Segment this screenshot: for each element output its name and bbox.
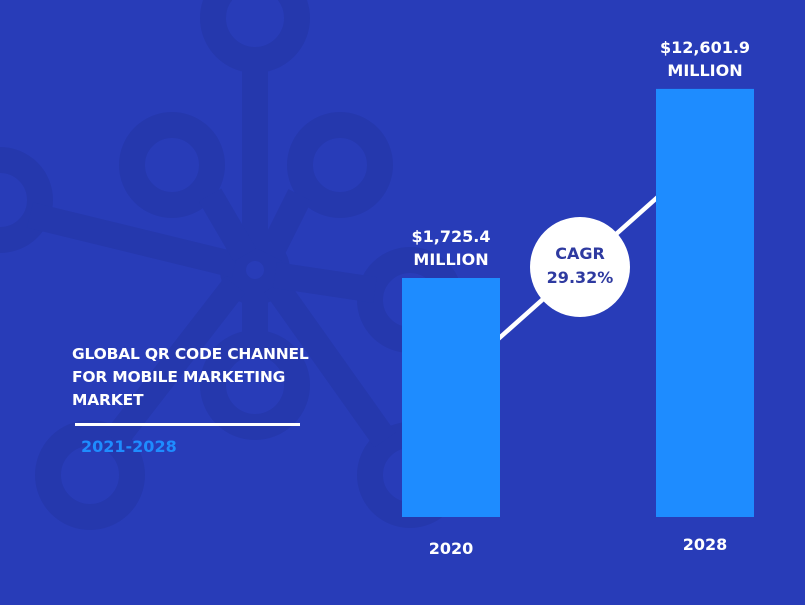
category-label: 2020: [429, 539, 474, 558]
cagr-value: 29.32%: [547, 268, 614, 287]
title-line-3: MARKET: [72, 391, 144, 409]
title-line-2: FOR MOBILE MARKETING: [72, 368, 286, 386]
bar-2028: [656, 88, 754, 517]
bar-2020: [402, 277, 500, 517]
cagr-badge: [530, 217, 630, 317]
value-unit-label: MILLION: [667, 61, 742, 80]
value-label: $12,601.9: [660, 38, 750, 57]
period-label: 2021-2028: [81, 437, 177, 456]
category-label: 2028: [683, 535, 728, 554]
cagr-label: CAGR: [555, 244, 605, 263]
value-unit-label: MILLION: [413, 250, 488, 269]
value-label: $1,725.4: [412, 227, 491, 246]
title-divider: [75, 423, 300, 426]
chart-title: GLOBAL QR CODE CHANNEL FOR MOBILE MARKET…: [72, 343, 332, 412]
title-line-1: GLOBAL QR CODE CHANNEL: [72, 345, 309, 363]
